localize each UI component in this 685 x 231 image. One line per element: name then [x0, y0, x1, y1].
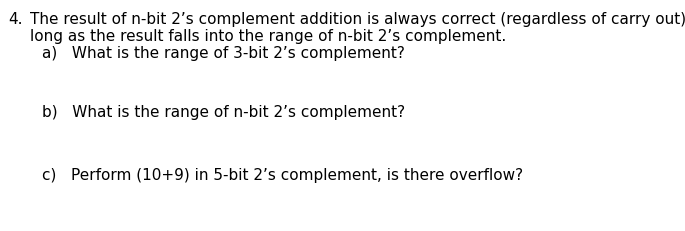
Text: b)   What is the range of n-bit 2’s complement?: b) What is the range of n-bit 2’s comple… — [42, 105, 405, 119]
Text: 4.: 4. — [8, 12, 23, 27]
Text: The result of n-bit 2’s complement addition is always correct (regardless of car: The result of n-bit 2’s complement addit… — [30, 12, 685, 27]
Text: c)   Perform (10+9) in 5-bit 2’s complement, is there overflow?: c) Perform (10+9) in 5-bit 2’s complemen… — [42, 167, 523, 182]
Text: long as the result falls into the range of n-bit 2’s complement.: long as the result falls into the range … — [30, 29, 506, 44]
Text: a)   What is the range of 3-bit 2’s complement?: a) What is the range of 3-bit 2’s comple… — [42, 46, 405, 61]
